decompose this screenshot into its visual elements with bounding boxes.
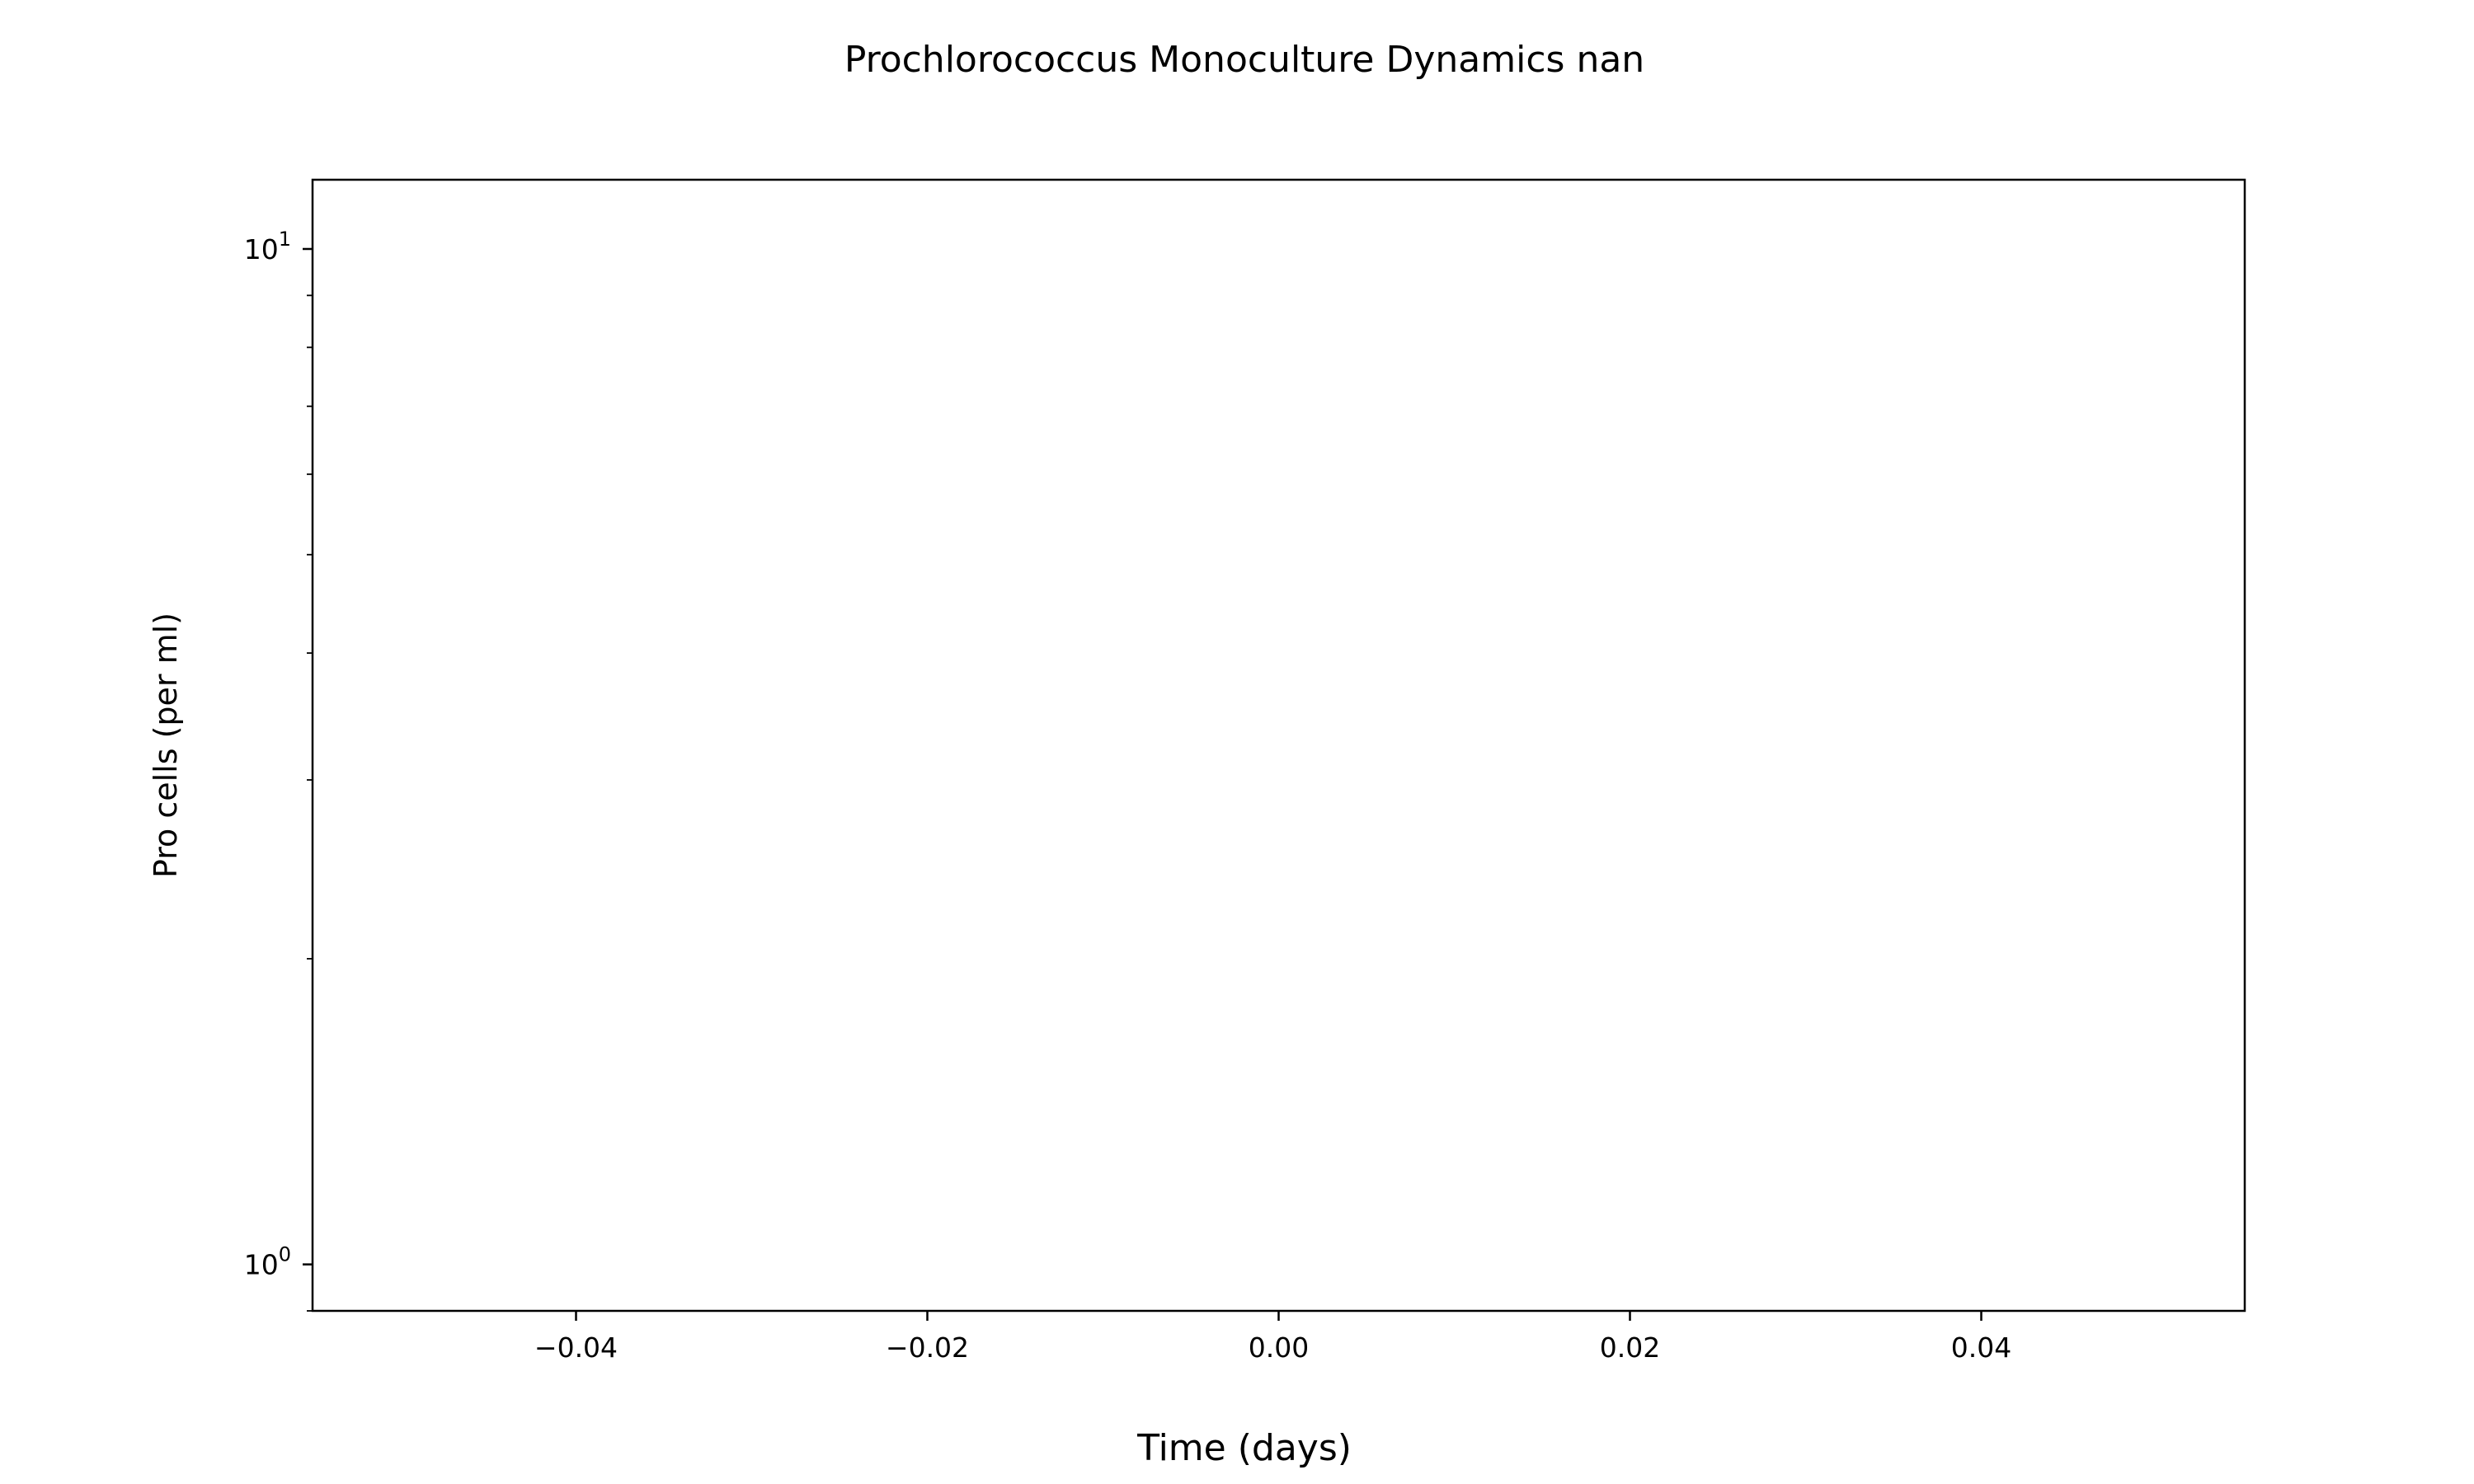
x-tick-label: 0.00: [1249, 1331, 1309, 1364]
y-tick-label: 100: [244, 1243, 291, 1281]
x-tick-label: −0.02: [886, 1331, 969, 1364]
y-axis-ticks: 100 101: [244, 228, 313, 1312]
y-axis-label: Pro cells (per ml): [148, 613, 184, 878]
x-tick-label: 0.04: [1951, 1331, 2011, 1364]
x-tick-label: 0.02: [1600, 1331, 1660, 1364]
x-tick-label: −0.04: [534, 1331, 618, 1364]
y-tick-label: 101: [244, 228, 291, 265]
x-axis-ticks: −0.04 −0.02 0.00 0.02 0.04: [534, 1311, 2011, 1364]
plot-area: [311, 178, 2246, 1313]
x-axis-label: Time (days): [1136, 1427, 1352, 1469]
chart-title: Prochlorococcus Monoculture Dynamics nan: [844, 39, 1644, 81]
